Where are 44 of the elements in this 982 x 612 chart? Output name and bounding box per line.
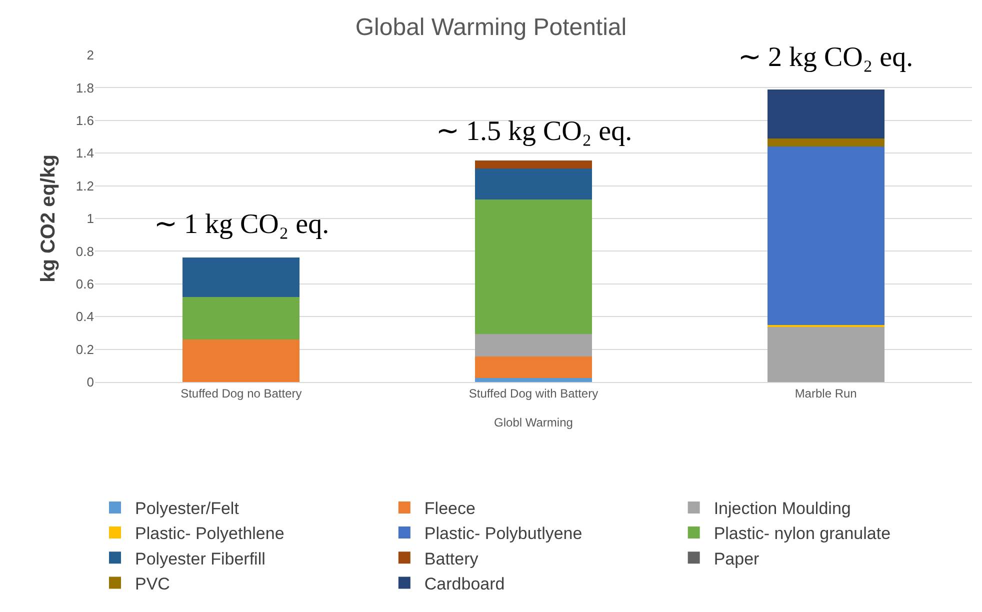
annotation: ∼ 1 kg CO₂ eq. <box>154 209 330 240</box>
bar <box>182 258 300 297</box>
y-tick-label: 0 <box>86 374 94 390</box>
x-axis-title: Globl Warming <box>494 415 573 430</box>
legend-label: Polyester Fiberfill <box>135 549 266 568</box>
legend-label: Battery <box>424 549 479 568</box>
bar <box>767 326 884 382</box>
bar <box>475 200 592 334</box>
y-tick-label: 1.2 <box>76 178 94 194</box>
y-tick-label: 1.8 <box>76 80 94 96</box>
annotation: ∼ 1.5 kg CO₂ eq. <box>436 116 632 147</box>
y-tick-label: 0.8 <box>76 244 94 259</box>
bar <box>767 146 884 325</box>
bar <box>182 296 300 340</box>
chart-title: Global Warming Potential <box>355 14 627 42</box>
x-tick-label: Marble Run <box>794 386 857 400</box>
bar <box>767 89 884 138</box>
legend-label: Cardboard <box>424 574 505 594</box>
y-tick-label: 1.4 <box>76 146 94 161</box>
bar <box>475 334 592 357</box>
bar <box>767 138 884 147</box>
annotation: ∼ 2 kg CO₂ eq. <box>738 42 914 73</box>
y-tick-label: 0.4 <box>76 309 94 324</box>
y-axis-title: kg CO2 eq/kg <box>37 154 60 282</box>
y-tick-label: 0.6 <box>76 276 94 292</box>
legend-label: Plastic- Polybutlyene <box>424 524 582 544</box>
x-tick-label: Stuffed Dog no Battery <box>180 386 302 400</box>
legend-label: Polyester/Felt <box>135 499 240 518</box>
bar <box>475 168 592 200</box>
legend-label: Plastic- nylon granulate <box>714 524 891 544</box>
x-tick-label: Stuffed Dog with Battery <box>468 386 598 400</box>
y-tick-label: 0.2 <box>76 342 94 357</box>
legend-label: Paper <box>714 549 760 568</box>
bar <box>182 339 300 382</box>
y-tick-label: 1.6 <box>76 112 94 128</box>
legend-label: Fleece <box>424 499 476 518</box>
bar <box>475 356 592 378</box>
y-tick-label: 2 <box>86 48 94 63</box>
legend-label: Injection Moulding <box>714 499 851 518</box>
legend-label: PVC <box>135 574 170 594</box>
bar <box>475 378 592 382</box>
y-tick-label: 1 <box>86 211 94 226</box>
bar <box>475 160 592 169</box>
legend-label: Plastic- Polyethlene <box>135 524 284 544</box>
